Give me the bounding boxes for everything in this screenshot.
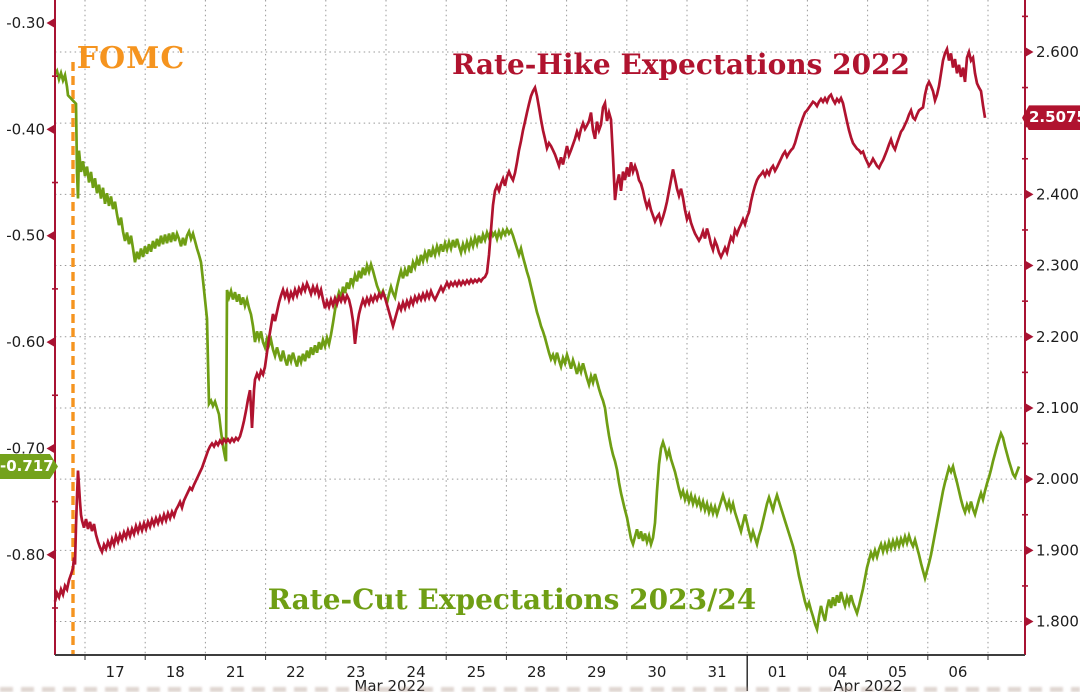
x-axis-day-label: 05: [888, 663, 907, 681]
left-axis-tick-label: -0.50: [6, 227, 45, 245]
left-axis-tick-arrow: [46, 124, 55, 135]
right-axis-tick-arrow: [1025, 616, 1034, 627]
right-axis-tick-arrow: [1025, 189, 1034, 200]
right-axis-tick-arrow: [1025, 545, 1034, 556]
left-axis-tick-label: -0.70: [6, 439, 45, 457]
right-axis-tick-label: 2.4000: [1036, 185, 1080, 203]
rate-cut-line: [53, 67, 1021, 635]
x-axis-month-label: Mar 2022: [354, 677, 425, 692]
x-axis-day-label: 29: [587, 663, 606, 681]
left-axis-tick-arrow: [46, 230, 55, 241]
left-axis-tick-label: -0.80: [6, 546, 45, 564]
x-axis-day-label: 28: [527, 663, 546, 681]
x-axis-day-label: 22: [286, 663, 305, 681]
rate-hike-last-value-badge: 2.5075: [1022, 105, 1080, 131]
cut-off-source-text: [0, 687, 1080, 692]
x-axis-day-label: 23: [346, 663, 365, 681]
x-axis-day-label: 06: [948, 663, 967, 681]
x-axis-day-label: 31: [708, 663, 727, 681]
x-axis-day-label: 01: [768, 663, 787, 681]
rate-hike-line: [53, 44, 987, 602]
right-axis-tick-arrow: [1025, 260, 1034, 271]
right-axis-tick-arrow: [1025, 331, 1034, 342]
left-axis-tick-arrow: [46, 337, 55, 348]
right-axis-tick-label: 2.0000: [1036, 470, 1080, 488]
x-axis-day-label: 17: [106, 663, 125, 681]
x-axis-day-label: 21: [226, 663, 245, 681]
fomc-event-label: FOMC: [76, 41, 186, 76]
right-axis-tick-arrow: [1025, 46, 1034, 57]
right-axis-tick-label: 2.6000: [1036, 43, 1080, 61]
x-axis-day-label: 24: [407, 663, 426, 681]
left-axis-tick-label: -0.40: [6, 120, 45, 138]
left-axis-tick-arrow: [46, 549, 55, 560]
x-axis-day-label: 04: [828, 663, 847, 681]
left-axis-tick-arrow: [46, 443, 55, 454]
rate-cut-series-title: Rate-Cut Expectations 2023/24: [267, 583, 757, 616]
left-axis-tick-label: -0.60: [6, 333, 45, 351]
x-axis-month-label: Apr 2022: [834, 677, 903, 692]
right-axis-tick-arrow: [1025, 474, 1034, 485]
x-axis-day-label: 25: [467, 663, 486, 681]
right-axis-tick-label: 2.3000: [1036, 257, 1080, 275]
right-axis-tick-label: 2.2000: [1036, 328, 1080, 346]
x-axis-day-label: 18: [166, 663, 185, 681]
right-axis-tick-label: 1.9000: [1036, 541, 1080, 559]
right-axis-tick-label: 1.8000: [1036, 613, 1080, 631]
x-axis-day-label: 30: [647, 663, 666, 681]
left-axis-tick-arrow: [46, 17, 55, 28]
right-axis-tick-arrow: [1025, 402, 1034, 413]
right-axis-tick-label: 2.1000: [1036, 399, 1080, 417]
rate-cut-last-value-badge: -0.717: [0, 454, 58, 480]
left-axis-tick-label: -0.30: [6, 14, 45, 32]
rate-hike-series-title: Rate-Hike Expectations 2022: [451, 48, 911, 81]
